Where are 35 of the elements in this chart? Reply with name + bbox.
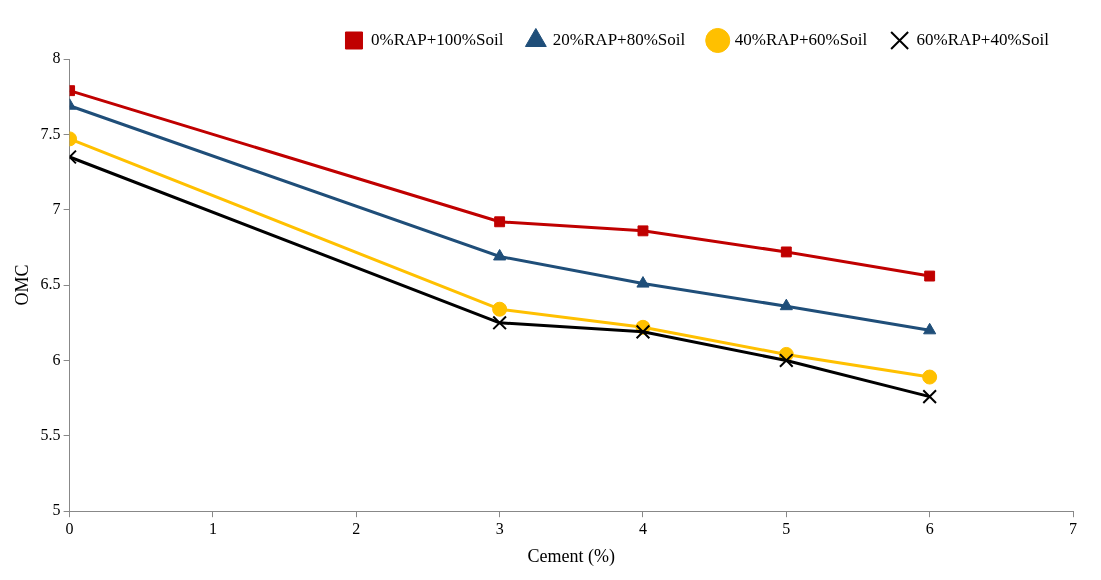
y-tick-label: 7.5 bbox=[40, 124, 61, 142]
point bbox=[923, 322, 937, 335]
point bbox=[492, 315, 507, 331]
y-axis-title: OMC bbox=[11, 264, 32, 306]
y-tick-label: 6 bbox=[52, 350, 61, 368]
y-tick-label: 8 bbox=[52, 49, 61, 67]
point bbox=[779, 298, 793, 311]
x-tick-label: 4 bbox=[638, 520, 647, 537]
x-tick-label: 0 bbox=[65, 520, 74, 537]
point bbox=[922, 389, 938, 405]
point bbox=[778, 353, 794, 368]
y-tick-label: 6.5 bbox=[40, 275, 61, 293]
x-tick-label: 2 bbox=[352, 520, 361, 537]
legend-label: 40%RAP+60%Soil bbox=[734, 29, 868, 49]
legend-label: 60%RAP+40%Soil bbox=[916, 29, 1050, 49]
point bbox=[635, 324, 651, 340]
legend-label: 0%RAP+100%Soil bbox=[370, 29, 504, 49]
y-tick-label: 7 bbox=[52, 199, 61, 217]
x-tick-label: 7 bbox=[1069, 520, 1077, 537]
y-tick-label: 5 bbox=[52, 501, 61, 519]
point bbox=[780, 246, 792, 258]
y-tick-label: 5.5 bbox=[40, 426, 61, 444]
x-tick-label: 5 bbox=[782, 520, 791, 537]
point bbox=[637, 225, 649, 237]
point bbox=[924, 270, 936, 282]
point bbox=[922, 369, 938, 385]
legend-label: 20%RAP+80%Soil bbox=[552, 29, 686, 49]
point bbox=[494, 216, 506, 228]
point bbox=[493, 248, 507, 261]
x-tick-label: 6 bbox=[925, 520, 934, 537]
point bbox=[636, 276, 650, 288]
x-tick-label: 3 bbox=[495, 520, 504, 537]
x-tick-label: 1 bbox=[208, 520, 217, 537]
x-axis-title: Cement (%) bbox=[527, 545, 616, 567]
point bbox=[492, 301, 508, 317]
